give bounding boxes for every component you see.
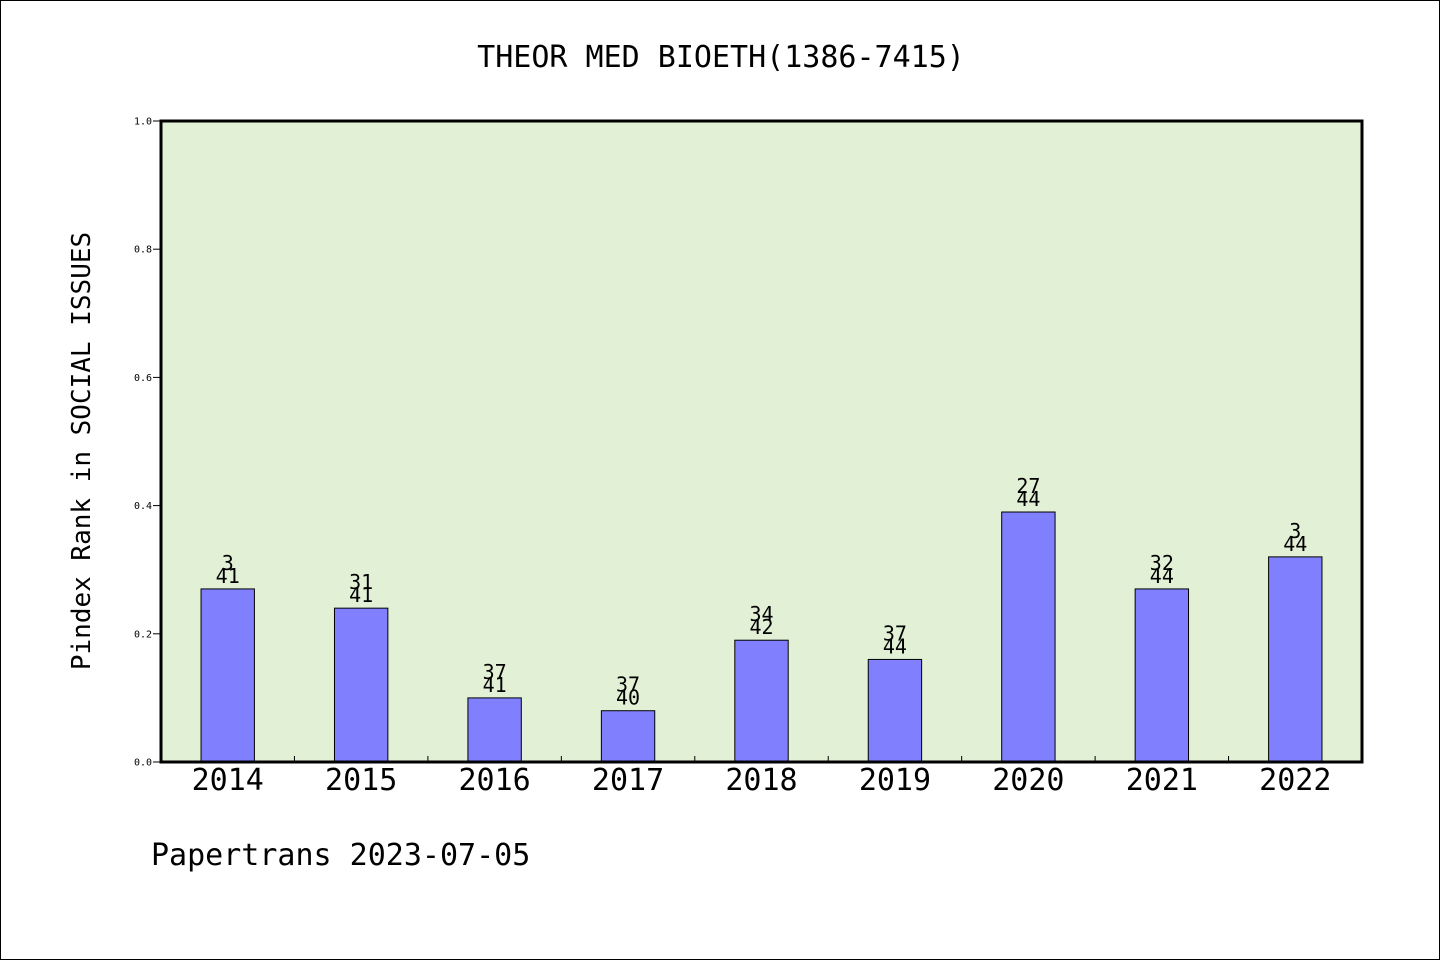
bar-label-rank-2017: 37 <box>616 673 640 697</box>
bar-label-total-2018: 42 <box>749 615 773 639</box>
y-tick-label: 0.2 <box>134 629 152 640</box>
x-tick-label-2017: 2017 <box>592 763 664 798</box>
bar-2019 <box>867 658 923 763</box>
footer-source-date: Papertrans 2023-07-05 <box>151 838 530 873</box>
bar-2022 <box>1268 556 1323 763</box>
y-tick-label: 0.0 <box>134 758 152 769</box>
x-tick-label-2022: 2022 <box>1259 763 1331 798</box>
bar-label-rank-2014: 3 <box>222 551 234 575</box>
x-tick-label-2015: 2015 <box>325 763 397 798</box>
bar-label-rank-2020: 27 <box>1016 474 1040 498</box>
bar-label-rank-2016: 37 <box>483 660 507 684</box>
chart-title: THEOR MED BIOETH(1386-7415) <box>477 40 965 75</box>
bar-label-rank-2021: 32 <box>1150 551 1174 575</box>
bar-label-total-2014: 41 <box>216 564 240 588</box>
x-tick-label-2020: 2020 <box>992 763 1064 798</box>
bar-label-total-2022: 44 <box>1283 532 1307 556</box>
x-tick-label-2018: 2018 <box>725 763 797 798</box>
bar-2016 <box>467 697 522 763</box>
y-tick-label: 1.0 <box>134 117 152 128</box>
bar-2020 <box>1001 511 1056 763</box>
bar-2014 <box>200 588 255 763</box>
y-axis-label: Pindex Rank in SOCIAL ISSUES <box>67 232 97 670</box>
bar-label-total-2019: 44 <box>883 634 907 658</box>
bar-label-total-2017: 40 <box>616 686 640 710</box>
y-axis: 0.0 0.2 0.4 0.6 0.8 1.0 <box>134 117 161 769</box>
bar-label-total-2016: 41 <box>483 673 507 697</box>
y-tick-label: 0.4 <box>134 501 152 512</box>
y-tick-label: 0.8 <box>134 245 152 256</box>
plot-frame <box>159 119 1364 764</box>
bar-label-total-2020: 44 <box>1016 487 1040 511</box>
x-tick-label-2014: 2014 <box>192 763 264 798</box>
bar-label-rank-2022: 3 <box>1289 519 1301 543</box>
x-axis: 2014 2015 2016 2017 2018 2019 2020 2021 2022 <box>192 756 1331 798</box>
bar-label-rank-2019: 37 <box>883 621 907 645</box>
bar-label-total-2021: 44 <box>1150 564 1174 588</box>
y-tick-label: 0.6 <box>134 373 152 384</box>
bar-2018 <box>734 639 789 763</box>
bar-2017 <box>600 710 656 763</box>
bar-2015 <box>333 607 389 763</box>
x-tick-label-2016: 2016 <box>458 763 530 798</box>
bar-label-rank-2015: 31 <box>349 570 373 594</box>
bar-2021 <box>1134 588 1190 763</box>
x-tick-label-2019: 2019 <box>859 763 931 798</box>
bar-label-rank-2018: 34 <box>749 602 773 626</box>
bar-label-total-2015: 41 <box>349 583 373 607</box>
x-tick-label-2021: 2021 <box>1126 763 1198 798</box>
